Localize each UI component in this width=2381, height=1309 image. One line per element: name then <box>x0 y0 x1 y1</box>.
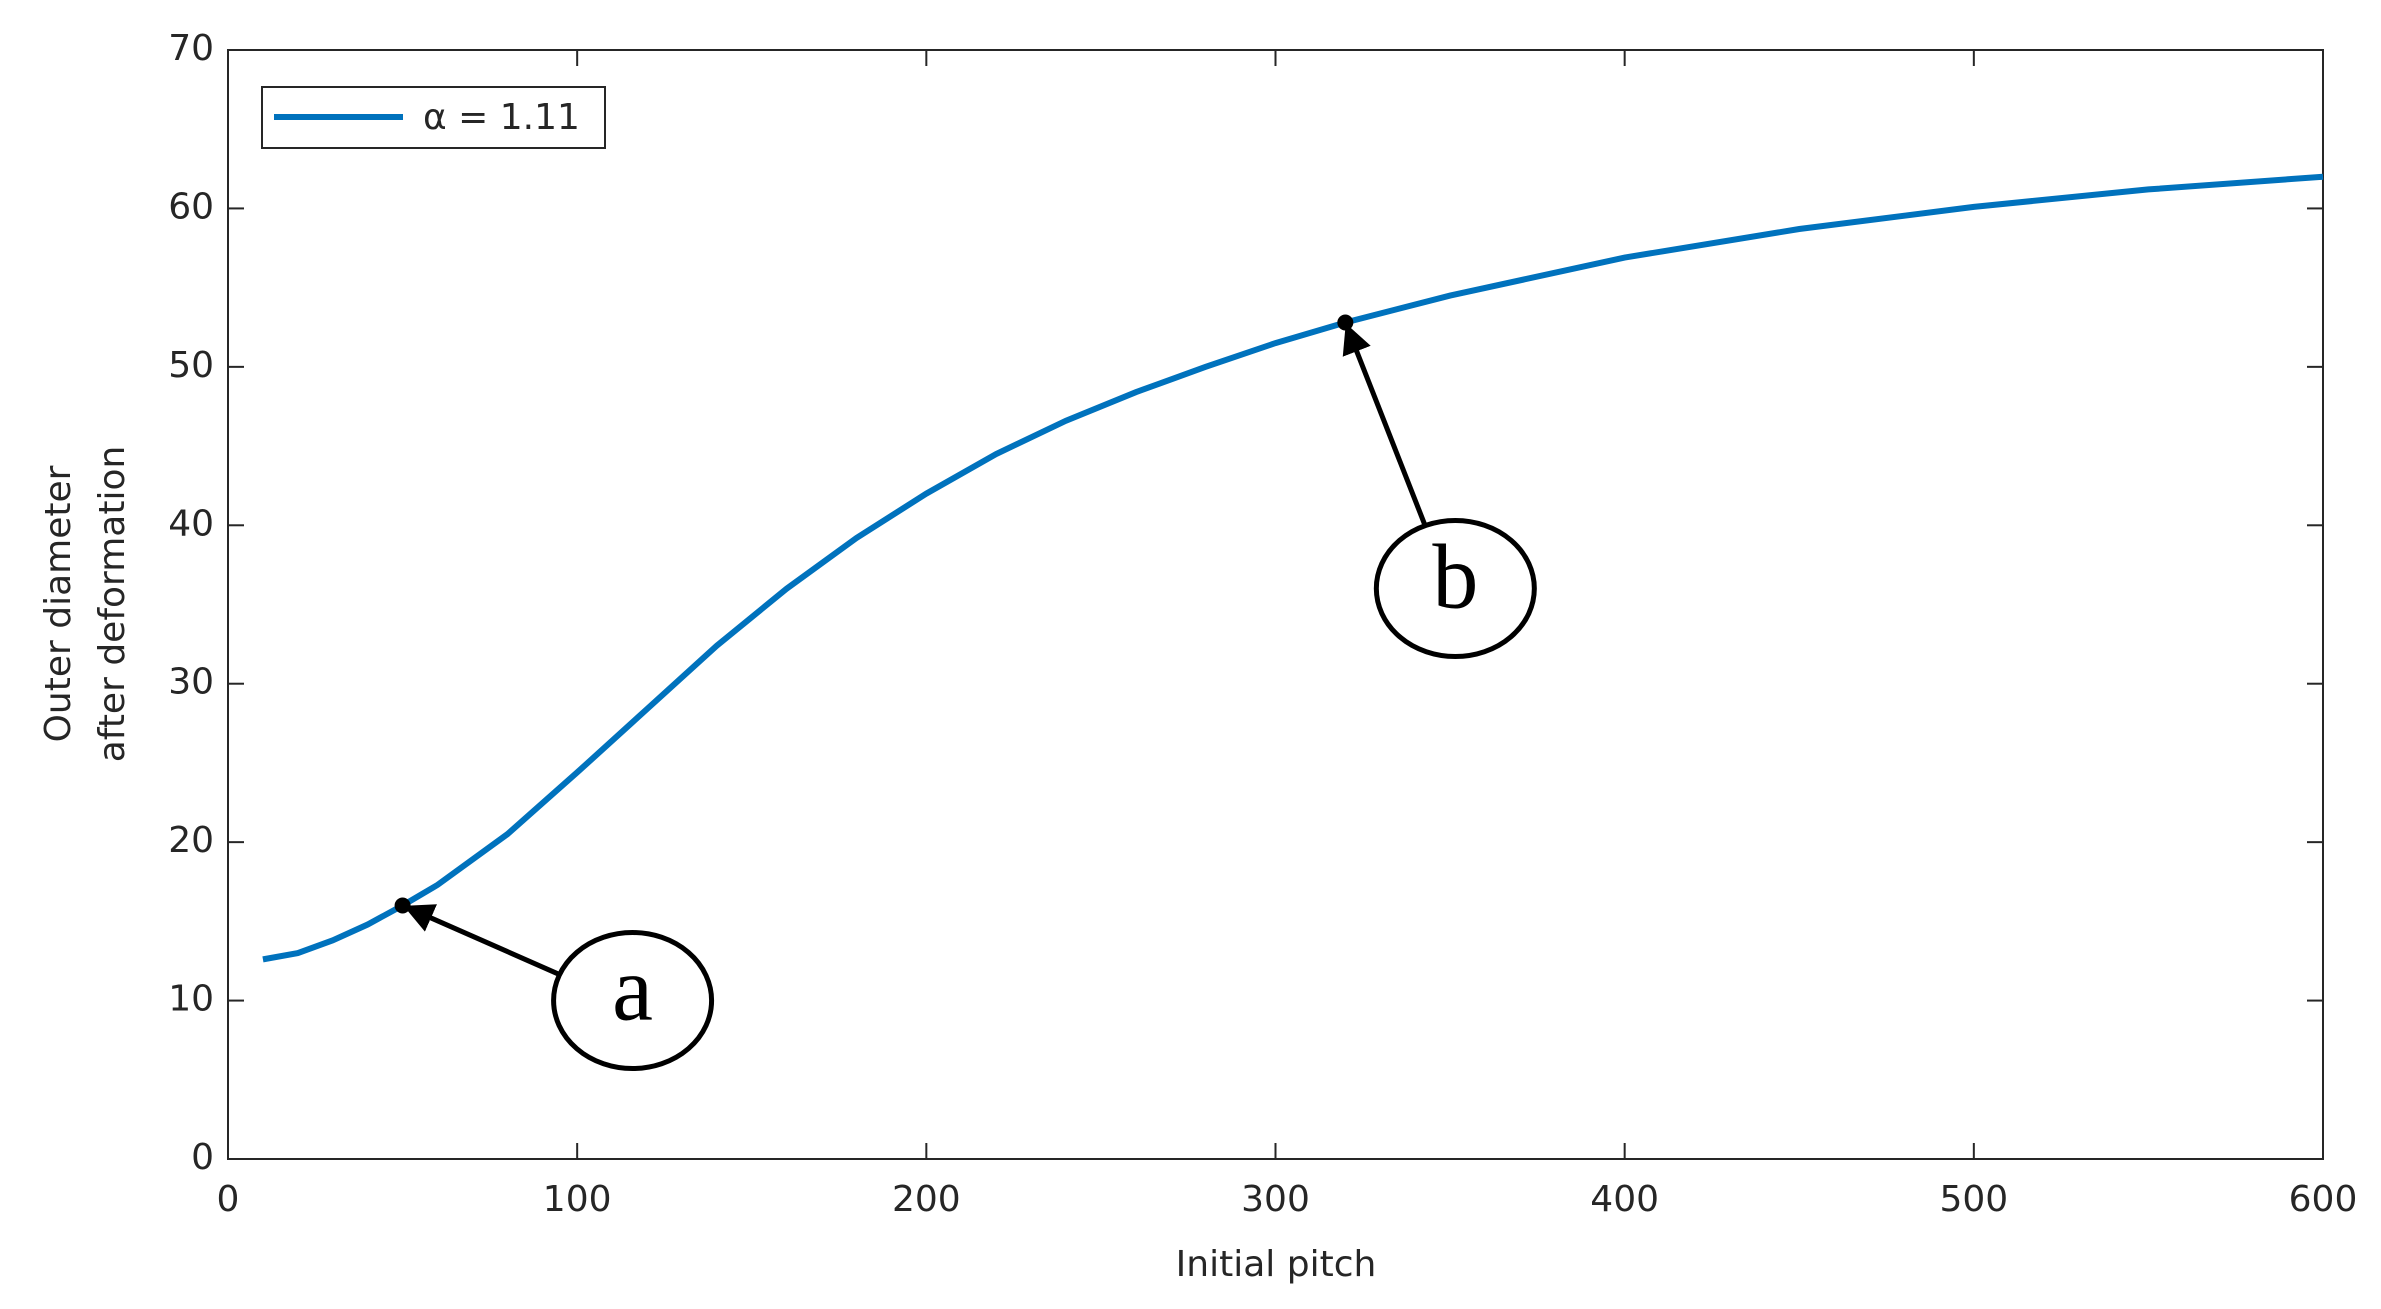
y-axis-label: after deformation <box>92 446 133 763</box>
y-tick-label: 20 <box>168 820 214 861</box>
y-tick-label: 30 <box>168 662 214 703</box>
callout-circle <box>551 930 715 1072</box>
x-axis-label: Initial pitch <box>1176 1244 1377 1285</box>
plot-frame <box>227 49 2324 1160</box>
x-tick-label: 400 <box>1590 1179 1659 1220</box>
x-tick-label: 600 <box>2289 1179 2358 1220</box>
y-tick-label: 40 <box>168 503 214 544</box>
x-tick-label: 0 <box>217 1179 240 1220</box>
y-tick-label: 50 <box>168 345 214 386</box>
y-axis-label: Outer diameter <box>38 465 79 742</box>
callout-label: a <box>612 938 653 1040</box>
x-tick-label: 100 <box>543 1179 612 1220</box>
y-tick-label: 10 <box>168 979 214 1020</box>
callout-circle <box>1373 517 1537 659</box>
y-tick-label: 60 <box>168 186 214 227</box>
x-tick-label: 300 <box>1241 1179 1310 1220</box>
callout-label: b <box>1432 526 1478 628</box>
point-marker <box>394 897 411 914</box>
x-tick-label: 200 <box>892 1179 961 1220</box>
legend-label: α = 1.11 <box>423 97 580 138</box>
y-tick-label: 70 <box>168 28 214 69</box>
point-marker <box>1337 314 1354 331</box>
callout-arrow <box>403 904 561 977</box>
y-tick-label: 0 <box>191 1137 214 1178</box>
callout-arrow <box>1342 323 1428 527</box>
x-tick-label: 500 <box>1939 1179 2008 1220</box>
